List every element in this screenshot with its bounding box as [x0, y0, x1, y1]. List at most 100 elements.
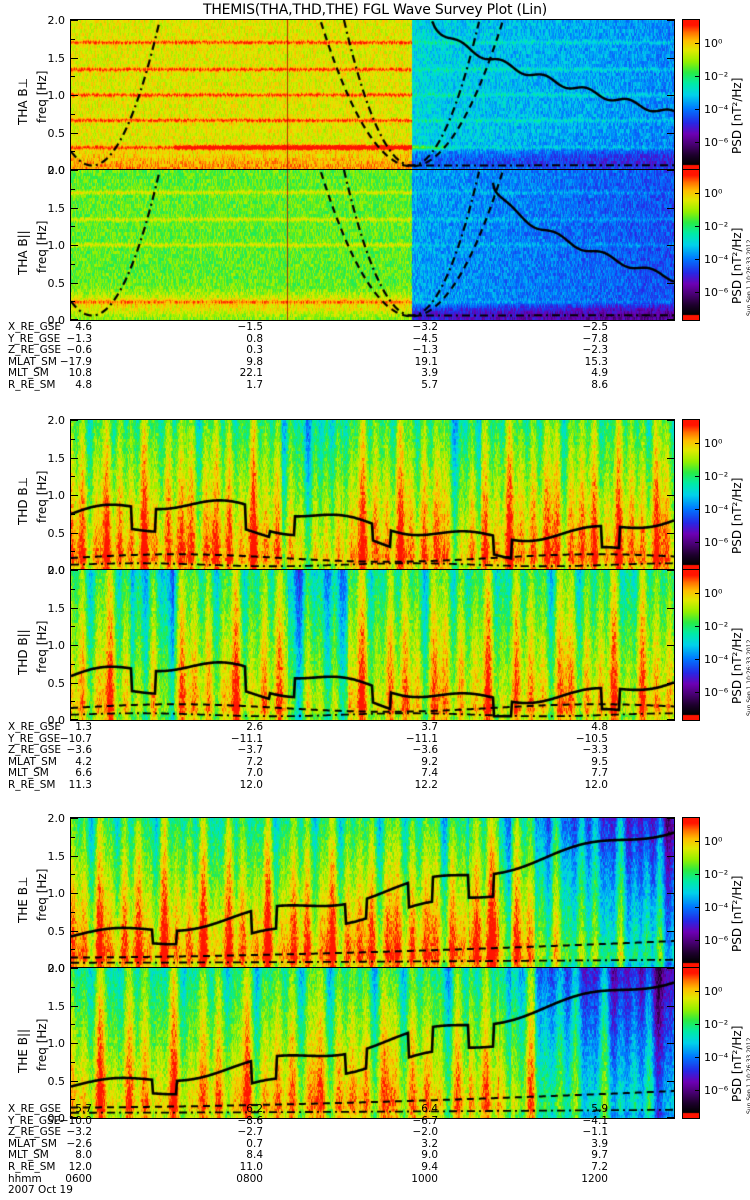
- annotation-value: −3.6: [66, 744, 93, 757]
- y-tick-mark-minor: [71, 1024, 75, 1026]
- y-tick-mark-minor: [71, 301, 75, 303]
- y-tick-mark: [667, 607, 674, 609]
- annotation-row: Z_RE_GSE −0.6 0.3 −1.3 −2.3: [8, 345, 748, 357]
- annotation-value: 1000: [411, 1172, 438, 1185]
- colorbar-tick-mark: [695, 1024, 699, 1026]
- annotation-label: MLAT_SM: [8, 1137, 57, 1150]
- y-tick-label: 0.5: [47, 526, 66, 540]
- colorbar-axis-label: PSD [nT²/Hz]: [730, 227, 744, 304]
- y-tick-label: 1.0: [47, 1037, 66, 1050]
- spectrogram-thd-para[interactable]: [70, 569, 675, 721]
- colorbar-tick-mark: [695, 226, 699, 228]
- colorbar-tick-mark: [695, 907, 699, 909]
- colorbar-tick-label: 10⁻⁴: [704, 253, 729, 267]
- colorbar-tha-para[interactable]: [682, 169, 700, 321]
- colorbar-thd-para[interactable]: [682, 569, 700, 721]
- y-tick-mark-minor: [71, 663, 75, 665]
- colorbar-thd-perp[interactable]: [682, 419, 700, 571]
- annotation-value: 0.7: [246, 1137, 263, 1150]
- annotation-value: −4.5: [412, 332, 439, 345]
- annotation-label: MLAT_SM: [8, 755, 57, 768]
- y-tick-mark: [667, 570, 674, 571]
- annotation-value: 2.6: [246, 721, 263, 733]
- annotation-block-thd: X_RE_GSE 1.3 2.6 3.7 4.8 Y_RE_GSE −10.7 −11.1 −1…: [8, 721, 748, 792]
- annotation-label: Y_RE_GSE: [8, 332, 61, 345]
- timestamp-watermark: Sun Sep 1 10:26:33 2012: [746, 239, 750, 316]
- y-tick-mark-minor: [71, 1061, 75, 1063]
- annotation-value: 19.1: [414, 355, 438, 368]
- colorbar-tick-mark: [695, 593, 699, 595]
- y-tick-mark: [71, 607, 78, 609]
- annotation-value: 1.3: [75, 721, 92, 733]
- spectrogram-tha-perp[interactable]: [70, 19, 675, 171]
- annotation-row: Y_RE_GSE −10.7 −11.1 −11.1 −10.5: [8, 732, 748, 746]
- y-tick-mark-minor: [71, 513, 75, 515]
- colorbar-tha-perp[interactable]: [682, 19, 700, 171]
- spectrogram-the-perp[interactable]: [70, 817, 675, 969]
- y-tick-mark: [667, 245, 674, 246]
- annotation-value: 3.9: [591, 1137, 608, 1150]
- annotation-value: −3.7: [237, 744, 264, 757]
- annotation-value: −6.7: [412, 1114, 439, 1127]
- colorbar-the-perp[interactable]: [682, 817, 700, 969]
- colorbar-the-para[interactable]: [682, 967, 700, 1119]
- annotation-value: −11.1: [405, 732, 438, 745]
- annotation-value: 7.4: [421, 767, 438, 780]
- y-tick-mark-minor: [71, 911, 75, 913]
- freq-axis-label: freq [Hz]: [35, 220, 49, 273]
- annotation-value: 1200: [581, 1172, 608, 1185]
- y-tick-mark: [71, 319, 78, 320]
- annotation-value: −2.0: [412, 1126, 439, 1139]
- annotation-value: 7.0: [246, 767, 263, 780]
- timestamp-watermark: Sun Sep 1 10:26:33 2012: [746, 1037, 750, 1114]
- spectrogram-the-para[interactable]: [70, 967, 675, 1119]
- y-tick-label: 1.5: [47, 601, 66, 615]
- y-tick-mark: [71, 719, 78, 720]
- annotation-value: −1.3: [412, 344, 439, 357]
- y-tick-label: 2.0: [47, 414, 66, 427]
- annotation-value: 4.9: [591, 367, 608, 380]
- annotation-row: X_RE_GSE 5.7 6.2 6.4 5.9: [8, 1103, 748, 1116]
- panel-label-thd-perp: THD B⊥: [16, 476, 30, 525]
- y-tick-mark: [71, 20, 78, 21]
- y-tick-mark: [667, 420, 674, 421]
- y-tick-mark: [71, 282, 78, 284]
- annotation-label: R_RE_SM: [8, 1160, 56, 1173]
- annotation-value: 3.2: [421, 1137, 438, 1150]
- y-tick-mark: [667, 20, 674, 21]
- y-tick-label: 0.0: [47, 1112, 66, 1125]
- y-tick-label: 1.5: [47, 51, 66, 65]
- annotation-label: R_RE_SM: [8, 778, 56, 791]
- y-tick-mark: [667, 95, 674, 96]
- annotation-row: X_RE_GSE 4.6 −1.5 −3.2 −2.5: [8, 321, 748, 334]
- y-tick-mark: [71, 682, 78, 684]
- spectrogram-tha-para[interactable]: [70, 169, 675, 321]
- y-tick-mark: [667, 170, 674, 171]
- spectrogram-thd-perp[interactable]: [70, 419, 675, 571]
- y-tick-mark: [667, 1005, 674, 1007]
- y-tick-mark: [667, 645, 674, 646]
- colorbar-tick-mark: [695, 874, 699, 876]
- annotation-value: 12.0: [68, 1160, 92, 1173]
- colorbar-tick-label: 10⁰: [704, 587, 723, 601]
- y-tick-label: 2.0: [47, 962, 66, 975]
- y-tick-mark: [71, 645, 78, 646]
- colorbar-tick-mark: [695, 1090, 699, 1092]
- annotation-row: Z_RE_GSE −3.6 −3.7 −3.6 −3.3: [8, 745, 748, 757]
- annotation-value: 8.4: [246, 1149, 263, 1162]
- panel-label-the-perp: THE B⊥: [16, 876, 30, 923]
- colorbar-tick-mark: [695, 509, 699, 511]
- timestamp-watermark: Sun Sep 1 10:26:33 2012: [746, 639, 750, 716]
- annotation-value: 22.1: [239, 367, 263, 380]
- annotation-value: 9.8: [246, 355, 263, 368]
- annotation-value: 4.8: [75, 378, 92, 391]
- y-tick-mark: [667, 719, 674, 720]
- colorbar-tick-label: 10⁻²: [704, 220, 729, 234]
- annotation-value: 7.2: [246, 755, 263, 768]
- annotation-value: 4.8: [591, 721, 608, 733]
- colorbar-tick-label: 10⁻²: [704, 1018, 729, 1032]
- annotation-value: 7.7: [591, 767, 608, 780]
- colorbar-tick-mark: [695, 142, 699, 144]
- colorbar-tick-label: 10⁻²: [704, 70, 729, 84]
- annotation-label: Z_RE_GSE: [8, 344, 62, 357]
